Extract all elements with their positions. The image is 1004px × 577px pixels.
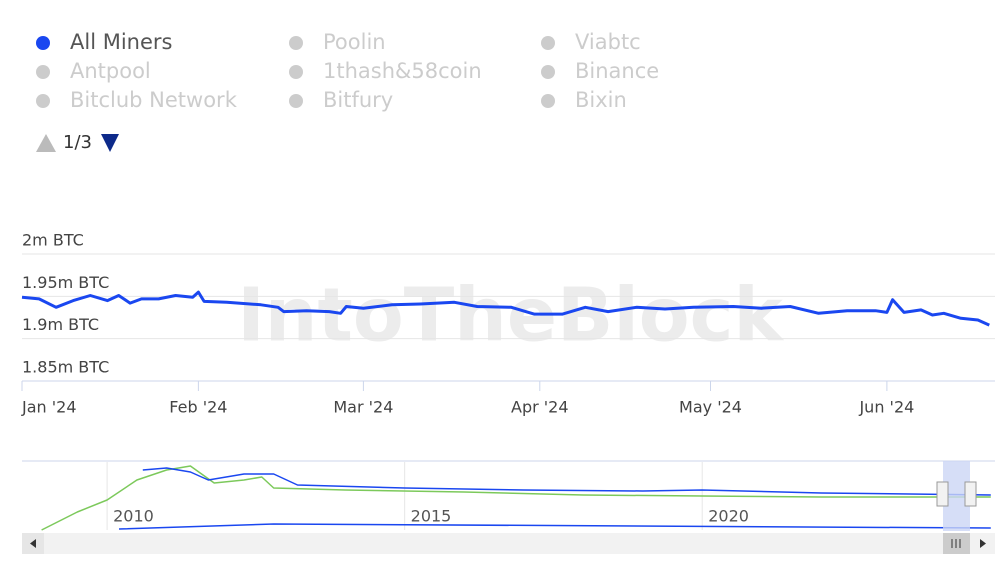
- legend-label[interactable]: 1thash&58coin: [323, 59, 482, 83]
- data-line: [118, 523, 991, 530]
- legend-label[interactable]: Binance: [575, 59, 659, 83]
- data-line: [41, 465, 991, 531]
- legend-marker[interactable]: [289, 36, 303, 50]
- x-tick-label: Jun '24: [858, 398, 914, 417]
- x-tick-label: Feb '24: [169, 398, 227, 417]
- x-tick-label: Apr '24: [511, 398, 569, 417]
- navigator-tick-label: 2010: [113, 507, 154, 526]
- legend-page-up[interactable]: [36, 134, 56, 152]
- y-tick-label: 1.9m BTC: [22, 315, 99, 334]
- legend-marker[interactable]: [541, 36, 555, 50]
- navigator-tick-label: 2020: [708, 507, 749, 526]
- legend-marker[interactable]: [36, 65, 50, 79]
- legend-marker[interactable]: [36, 36, 50, 50]
- navigator-handle[interactable]: [964, 481, 977, 507]
- y-tick-label: 1.85m BTC: [22, 358, 109, 377]
- legend-marker[interactable]: [289, 94, 303, 108]
- scroll-grip: [951, 539, 961, 548]
- legend-label[interactable]: Antpool: [70, 59, 151, 83]
- x-tick-label: Jan '24: [21, 398, 77, 417]
- legend-label[interactable]: Bixin: [575, 88, 627, 112]
- scrollbar-track[interactable]: [22, 533, 995, 554]
- legend-label[interactable]: Viabtc: [575, 30, 641, 54]
- x-tick-label: May '24: [679, 398, 742, 417]
- watermark: IntoTheBlock: [237, 273, 784, 359]
- legend-label[interactable]: All Miners: [70, 30, 172, 54]
- data-line: [142, 467, 991, 496]
- legend-label[interactable]: Bitclub Network: [70, 88, 238, 112]
- navigator-frame: [22, 460, 995, 554]
- scroll-right-arrow[interactable]: [980, 539, 986, 548]
- data-line: [21, 290, 990, 327]
- y-tick-label: 1.95m BTC: [22, 273, 109, 292]
- x-tick-label: Mar '24: [333, 398, 393, 417]
- legend-page: 1/3: [63, 132, 92, 153]
- navigator-tick-label: 2015: [411, 507, 452, 526]
- legend-marker[interactable]: [36, 94, 50, 108]
- navigator-handle[interactable]: [936, 481, 949, 507]
- legend-label[interactable]: Bitfury: [323, 88, 393, 112]
- legend-marker[interactable]: [541, 65, 555, 79]
- legend-label[interactable]: Poolin: [323, 30, 386, 54]
- scroll-left-arrow: [30, 539, 36, 548]
- legend-marker[interactable]: [541, 94, 555, 108]
- y-tick-label: 2m BTC: [22, 231, 84, 250]
- legend-page-down[interactable]: [101, 134, 119, 152]
- legend-marker[interactable]: [289, 65, 303, 79]
